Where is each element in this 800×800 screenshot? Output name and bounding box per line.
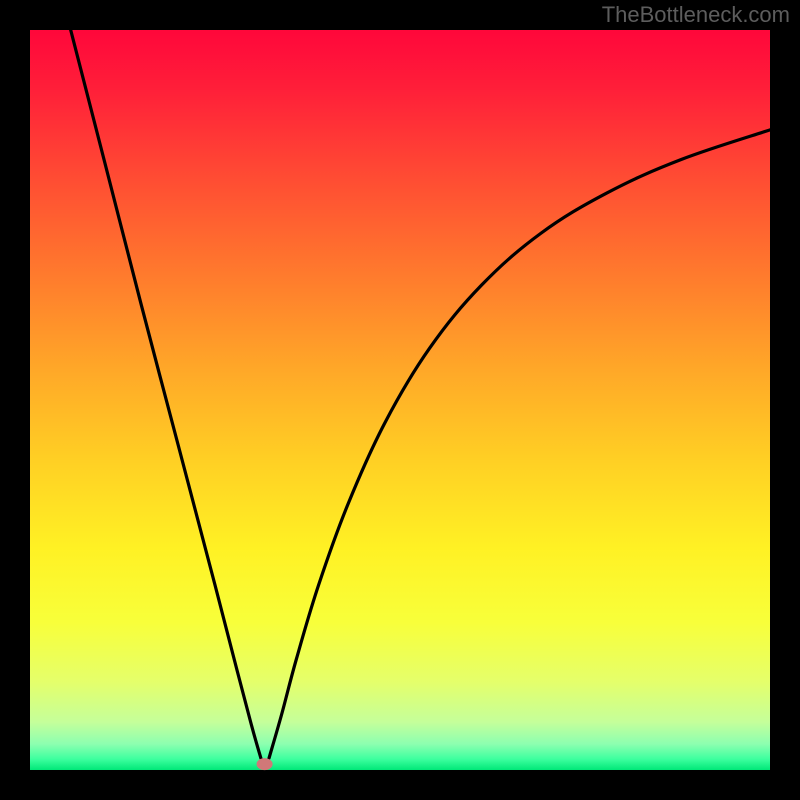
- bottleneck-chart: [0, 0, 800, 800]
- chart-container: TheBottleneck.com: [0, 0, 800, 800]
- watermark-text: TheBottleneck.com: [602, 2, 790, 28]
- minimum-marker: [257, 758, 273, 770]
- chart-gradient-background: [30, 30, 770, 770]
